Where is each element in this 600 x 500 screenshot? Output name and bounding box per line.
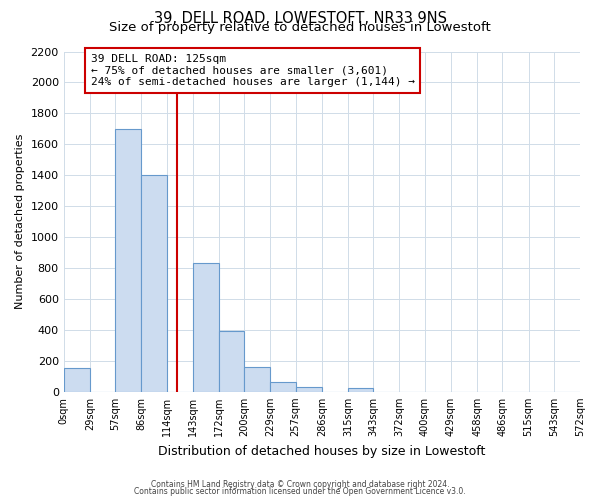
Text: Size of property relative to detached houses in Lowestoft: Size of property relative to detached ho… (109, 22, 491, 35)
Bar (348, 388, 373, 392)
Bar (271, 382, 296, 392)
Y-axis label: Number of detached properties: Number of detached properties (15, 134, 25, 310)
Bar (219, 332, 244, 392)
Text: 39 DELL ROAD: 125sqm
← 75% of detached houses are smaller (3,601)
24% of semi-de: 39 DELL ROAD: 125sqm ← 75% of detached h… (91, 54, 415, 87)
Text: 39, DELL ROAD, LOWESTOFT, NR33 9NS: 39, DELL ROAD, LOWESTOFT, NR33 9NS (154, 11, 446, 26)
Bar (296, 387, 322, 392)
Text: Contains HM Land Registry data © Crown copyright and database right 2024.: Contains HM Land Registry data © Crown c… (151, 480, 449, 489)
Text: Contains public sector information licensed under the Open Government Licence v3: Contains public sector information licen… (134, 487, 466, 496)
Bar (244, 367, 271, 392)
Bar (141, 175, 167, 392)
X-axis label: Distribution of detached houses by size in Lowestoft: Distribution of detached houses by size … (158, 444, 485, 458)
Bar (193, 264, 219, 392)
Bar (64, 368, 90, 392)
Bar (115, 129, 141, 392)
